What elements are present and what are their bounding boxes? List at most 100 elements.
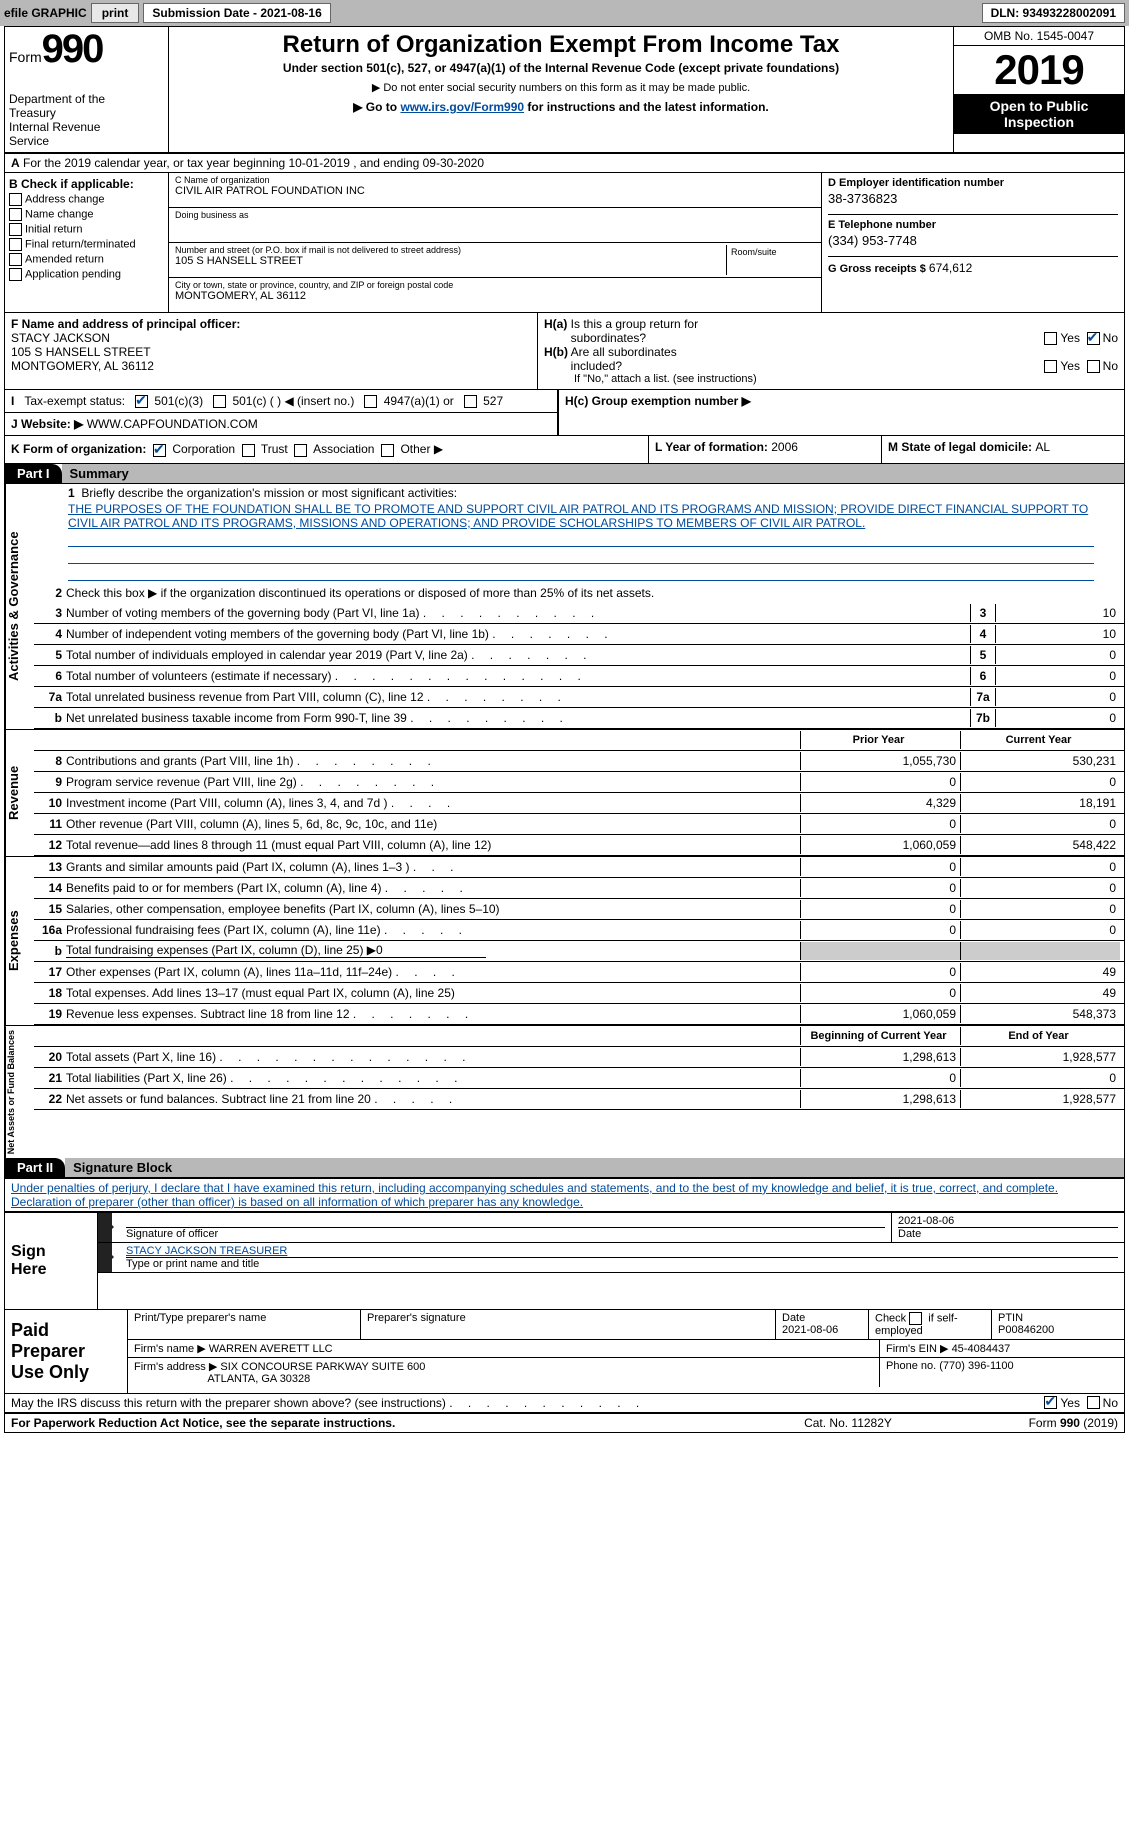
sign-here-label: SignHere: [5, 1213, 98, 1309]
line9-prior: 0: [800, 773, 960, 791]
line10-current: 18,191: [960, 794, 1120, 812]
discuss-no-checkbox[interactable]: [1087, 1396, 1100, 1409]
firm-name-cell: Firm's name ▶ WARREN AVERETT LLC: [128, 1340, 880, 1357]
firm-ein-cell: Firm's EIN ▶ 45-4084437: [880, 1340, 1124, 1357]
line5-val: 0: [995, 646, 1120, 664]
arrow-icon: [98, 1213, 112, 1242]
line18-current: 49: [960, 984, 1120, 1002]
chk-association[interactable]: [294, 444, 307, 457]
chk-trust[interactable]: [242, 444, 255, 457]
form-word: Form: [9, 49, 42, 65]
penalty-link[interactable]: Under penalties of perjury, I declare th…: [11, 1181, 1058, 1209]
footer-right: Form 990 (2019): [938, 1416, 1118, 1430]
self-employed-cell: Check if self-employed: [869, 1310, 992, 1339]
line10-prior: 4,329: [800, 794, 960, 812]
chk-address-change[interactable]: Address change: [9, 193, 164, 206]
col-d-right: D Employer identification number 38-3736…: [822, 173, 1124, 312]
form-header: Form990 Department of theTreasuryInterna…: [5, 27, 1124, 154]
city-state-zip: MONTGOMERY, AL 36112: [175, 290, 815, 302]
chk-application-pending[interactable]: Application pending: [9, 268, 164, 281]
part1-title: Summary: [62, 464, 1124, 483]
line13-prior: 0: [800, 858, 960, 876]
part2-title: Signature Block: [65, 1158, 1124, 1177]
firm-addr-cell: Firm's address ▶ SIX CONCOURSE PARKWAY S…: [128, 1358, 880, 1387]
print-button[interactable]: print: [91, 3, 140, 23]
hb-no-checkbox[interactable]: [1087, 360, 1100, 373]
section-fh: F Name and address of principal officer:…: [5, 313, 1124, 390]
line8-prior: 1,055,730: [800, 752, 960, 770]
mission-link[interactable]: THE PURPOSES OF THE FOUNDATION SHALL BE …: [68, 502, 1088, 530]
paid-preparer-label: PaidPreparerUse Only: [5, 1310, 127, 1393]
addr-label: Number and street (or P.O. box if mail i…: [175, 245, 726, 255]
revenue-section: Revenue Prior YearCurrent Year 8Contribu…: [5, 729, 1124, 856]
form-number: 990: [42, 27, 103, 71]
mission-text: THE PURPOSES OF THE FOUNDATION SHALL BE …: [34, 500, 1124, 530]
chk-initial-return[interactable]: Initial return: [9, 223, 164, 236]
dln: DLN: 93493228002091: [982, 3, 1125, 23]
website-row: J Website: ▶ WWW.CAPFOUNDATION.COM: [5, 413, 558, 435]
discuss-row: May the IRS discuss this return with the…: [5, 1393, 1124, 1412]
line16b-current: [960, 942, 1120, 960]
chk-final-return[interactable]: Final return/terminated: [9, 238, 164, 251]
chk-name-change[interactable]: Name change: [9, 208, 164, 221]
ein-label: D Employer identification number: [828, 177, 1118, 189]
blank-line: [68, 549, 1094, 564]
line11-prior: 0: [800, 815, 960, 833]
form-title: Return of Organization Exempt From Incom…: [173, 31, 949, 59]
org-name: CIVIL AIR PATROL FOUNDATION INC: [175, 185, 815, 197]
instructions-link[interactable]: www.irs.gov/Form990: [400, 100, 524, 114]
line15-prior: 0: [800, 900, 960, 918]
discuss-yes-checkbox[interactable]: [1044, 1396, 1057, 1409]
form-990: Form990 Department of theTreasuryInterna…: [4, 26, 1125, 1433]
principal-officer: F Name and address of principal officer:…: [5, 313, 538, 389]
row-a-tax-year: A For the 2019 calendar year, or tax yea…: [5, 154, 1124, 173]
col-c-org-info: C Name of organization CIVIL AIR PATROL …: [169, 173, 822, 312]
officer-addr2: MONTGOMERY, AL 36112: [11, 359, 154, 373]
line19-prior: 1,060,059: [800, 1005, 960, 1023]
footer-left: For Paperwork Reduction Act Notice, see …: [11, 1416, 758, 1430]
chk-501c[interactable]: [213, 395, 226, 408]
dept-label: Department of theTreasuryInternal Revenu…: [9, 92, 164, 148]
part2-bar: Part II Signature Block: [5, 1158, 1124, 1178]
begin-year-hdr: Beginning of Current Year: [800, 1027, 960, 1045]
line14-prior: 0: [800, 879, 960, 897]
signature-cell: Signature of officer: [112, 1213, 891, 1242]
line3-val: 10: [995, 604, 1120, 622]
state-domicile: M State of legal domicile: AL: [881, 436, 1124, 462]
line21-end: 0: [960, 1069, 1120, 1087]
line9-current: 0: [960, 773, 1120, 791]
chk-4947[interactable]: [364, 395, 377, 408]
chk-501c3[interactable]: [135, 395, 148, 408]
line20-begin: 1,298,613: [800, 1048, 960, 1066]
ptin-cell: PTINP00846200: [992, 1310, 1124, 1339]
line20-end: 1,928,577: [960, 1048, 1120, 1066]
chk-other[interactable]: [381, 444, 394, 457]
ha-yes-checkbox[interactable]: [1044, 332, 1057, 345]
line4-val: 10: [995, 625, 1120, 643]
phone-label: E Telephone number: [828, 219, 1118, 231]
line7a-val: 0: [995, 688, 1120, 706]
end-year-hdr: End of Year: [960, 1027, 1120, 1045]
chk-527[interactable]: [464, 395, 477, 408]
blank-line: [68, 532, 1094, 547]
line6-val: 0: [995, 667, 1120, 685]
summary-body: Activities & Governance 1 Briefly descri…: [5, 484, 1124, 729]
vtab-expenses: Expenses: [5, 857, 34, 1025]
ha-no-checkbox[interactable]: [1087, 332, 1100, 345]
submission-date: Submission Date - 2021-08-16: [143, 3, 330, 23]
mission-label: 1 Briefly describe the organization's mi…: [34, 484, 1124, 500]
form-of-org: K Form of organization: Corporation Trus…: [5, 436, 648, 462]
chk-self-employed[interactable]: [909, 1312, 922, 1325]
chk-corporation[interactable]: [153, 444, 166, 457]
vtab-revenue: Revenue: [5, 730, 34, 856]
chk-amended-return[interactable]: Amended return: [9, 253, 164, 266]
line18-prior: 0: [800, 984, 960, 1002]
room-suite-label: Room/suite: [726, 245, 815, 275]
officer-name-link[interactable]: STACY JACKSON TREASURER: [126, 1245, 287, 1257]
part1-label: Part I: [5, 464, 62, 483]
gross-receipts-label: G Gross receipts $: [828, 263, 929, 275]
line16b-prior: [800, 942, 960, 960]
hb-yes-checkbox[interactable]: [1044, 360, 1057, 373]
line12-prior: 1,060,059: [800, 836, 960, 854]
line22-end: 1,928,577: [960, 1090, 1120, 1108]
